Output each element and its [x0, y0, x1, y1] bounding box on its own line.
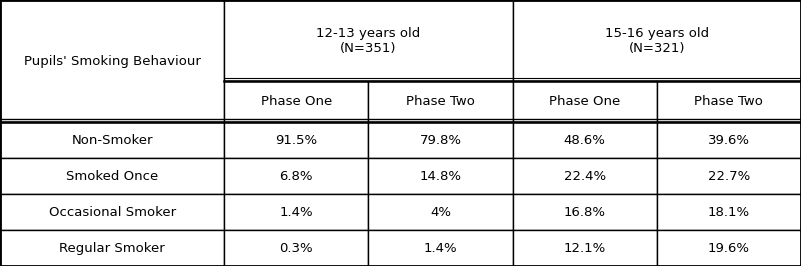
Text: Pupils' Smoking Behaviour: Pupils' Smoking Behaviour	[24, 55, 200, 68]
Text: Non-Smoker: Non-Smoker	[71, 134, 153, 147]
Text: 6.8%: 6.8%	[280, 170, 313, 183]
Bar	[0, 122, 224, 158]
Text: Phase One: Phase One	[261, 95, 332, 108]
Bar	[368, 230, 513, 266]
Bar	[368, 158, 513, 194]
Bar	[513, 81, 657, 122]
Text: 1.4%: 1.4%	[280, 206, 313, 219]
Text: 79.8%: 79.8%	[420, 134, 461, 147]
Bar	[224, 230, 368, 266]
Bar	[224, 0, 513, 81]
Text: 14.8%: 14.8%	[420, 170, 461, 183]
Text: 18.1%: 18.1%	[708, 206, 750, 219]
Text: 12-13 years old
(N=351): 12-13 years old (N=351)	[316, 27, 421, 55]
Bar	[368, 81, 513, 122]
Text: 16.8%: 16.8%	[564, 206, 606, 219]
Bar	[224, 194, 368, 230]
Bar	[657, 122, 801, 158]
Text: 4%: 4%	[430, 206, 451, 219]
Bar	[224, 158, 368, 194]
Text: Phase Two: Phase Two	[694, 95, 763, 108]
Bar	[368, 194, 513, 230]
Bar	[513, 122, 657, 158]
Text: Phase One: Phase One	[549, 95, 620, 108]
Bar	[657, 194, 801, 230]
Text: 22.7%: 22.7%	[708, 170, 750, 183]
Bar	[513, 0, 801, 81]
Text: Smoked Once: Smoked Once	[66, 170, 159, 183]
Text: 91.5%: 91.5%	[276, 134, 317, 147]
Bar	[657, 158, 801, 194]
Bar	[513, 230, 657, 266]
Text: 39.6%: 39.6%	[708, 134, 750, 147]
Bar	[513, 194, 657, 230]
Text: 48.6%: 48.6%	[564, 134, 606, 147]
Text: Regular Smoker: Regular Smoker	[59, 242, 165, 255]
Bar	[0, 0, 224, 122]
Text: 0.3%: 0.3%	[280, 242, 313, 255]
Text: 15-16 years old
(N=321): 15-16 years old (N=321)	[605, 27, 709, 55]
Bar	[513, 158, 657, 194]
Bar	[657, 81, 801, 122]
Text: 12.1%: 12.1%	[564, 242, 606, 255]
Bar	[0, 194, 224, 230]
Bar	[224, 122, 368, 158]
Bar	[657, 230, 801, 266]
Text: 22.4%: 22.4%	[564, 170, 606, 183]
Bar	[368, 122, 513, 158]
Bar	[0, 230, 224, 266]
Text: 1.4%: 1.4%	[424, 242, 457, 255]
Bar	[224, 81, 368, 122]
Text: 19.6%: 19.6%	[708, 242, 750, 255]
Text: Occasional Smoker: Occasional Smoker	[49, 206, 175, 219]
Text: Phase Two: Phase Two	[406, 95, 475, 108]
Bar	[0, 158, 224, 194]
